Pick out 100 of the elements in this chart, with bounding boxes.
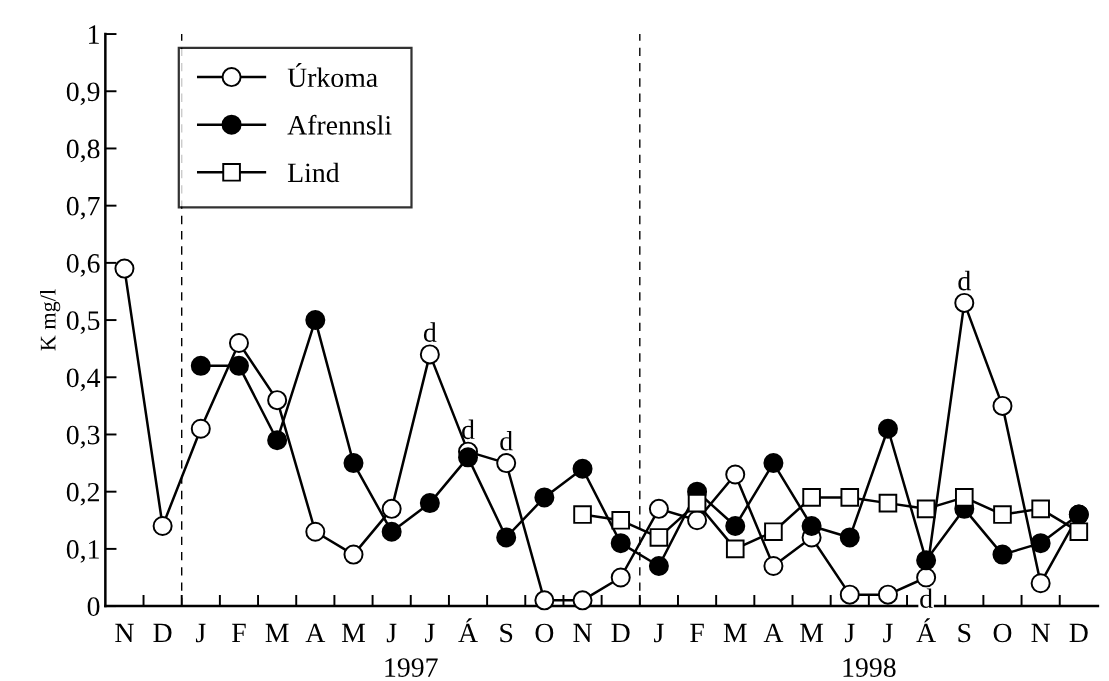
point bbox=[343, 453, 364, 474]
point bbox=[877, 584, 898, 605]
y-tick-label: 0,4 bbox=[66, 368, 101, 392]
x-tick-label: F bbox=[232, 623, 246, 643]
annotation: d bbox=[423, 322, 437, 342]
point bbox=[534, 487, 555, 508]
text: 1997 bbox=[385, 658, 438, 677]
point bbox=[305, 310, 326, 331]
point bbox=[802, 488, 821, 507]
point bbox=[190, 355, 211, 376]
point bbox=[572, 590, 593, 611]
x-tick-label: N bbox=[573, 623, 592, 643]
point bbox=[916, 550, 937, 571]
point bbox=[725, 516, 746, 536]
y-tick-label: 0,1 bbox=[66, 540, 99, 563]
point bbox=[687, 493, 707, 513]
legend-label: Úrkoma bbox=[287, 63, 378, 88]
annotation: d bbox=[958, 270, 971, 291]
point bbox=[228, 332, 249, 353]
annotation: d bbox=[462, 419, 475, 440]
point bbox=[725, 464, 746, 485]
point bbox=[458, 447, 479, 468]
y-tick-label: 0 bbox=[87, 597, 100, 616]
point bbox=[1069, 522, 1089, 542]
x-tick-label: Á bbox=[458, 618, 478, 643]
point bbox=[916, 567, 937, 588]
point bbox=[763, 556, 784, 577]
point bbox=[496, 453, 517, 474]
point bbox=[496, 527, 517, 548]
x-tick-label: M bbox=[341, 623, 366, 643]
x-tick-label: F bbox=[690, 623, 704, 643]
point bbox=[381, 521, 402, 542]
point bbox=[573, 505, 592, 524]
y-tick-label: 1 bbox=[89, 25, 99, 44]
annotation: d bbox=[920, 588, 933, 609]
x-tick-label: D bbox=[153, 623, 172, 643]
y-axis-title: K mg/l bbox=[40, 289, 61, 351]
point bbox=[725, 539, 745, 559]
point bbox=[840, 488, 860, 507]
x-tick-label: J bbox=[195, 623, 206, 643]
point bbox=[993, 505, 1012, 524]
x-tick-label: J bbox=[844, 623, 855, 643]
point bbox=[1030, 573, 1051, 594]
x-tick-label: O bbox=[993, 623, 1012, 643]
point bbox=[916, 499, 936, 519]
annotation: d bbox=[500, 431, 513, 451]
x-tick-label: N bbox=[1031, 623, 1051, 643]
point bbox=[992, 395, 1013, 416]
point bbox=[763, 453, 784, 474]
y-tick-label: 0,7 bbox=[66, 196, 100, 220]
point bbox=[610, 567, 631, 588]
x-tick-label: S bbox=[500, 623, 513, 643]
y-tick-label: 0,6 bbox=[66, 254, 100, 277]
x-tick-label: M bbox=[723, 623, 747, 643]
x-tick-label: A bbox=[305, 623, 326, 643]
y-tick-label: 0,2 bbox=[66, 482, 99, 506]
y-tick-label: 0,3 bbox=[66, 425, 100, 449]
point bbox=[611, 510, 631, 530]
x-tick-label: J bbox=[425, 623, 435, 643]
point bbox=[190, 418, 211, 439]
point bbox=[877, 418, 898, 439]
point bbox=[572, 458, 593, 479]
y-tick-label: 0,8 bbox=[66, 139, 100, 163]
point bbox=[1031, 499, 1050, 519]
point bbox=[839, 584, 860, 605]
text: 1998 bbox=[843, 658, 896, 677]
point bbox=[305, 521, 326, 542]
x-tick-label: M bbox=[800, 623, 824, 643]
point bbox=[1030, 533, 1051, 554]
point bbox=[649, 528, 669, 547]
x-tick-label: D bbox=[611, 623, 630, 643]
point bbox=[267, 430, 288, 451]
x-tick-label: J bbox=[883, 623, 893, 643]
point bbox=[610, 533, 631, 554]
point bbox=[152, 516, 173, 536]
point bbox=[228, 355, 249, 376]
point bbox=[878, 493, 898, 513]
x-tick-label: O bbox=[535, 623, 554, 643]
y-tick-label: 0,9 bbox=[66, 82, 100, 106]
point bbox=[764, 522, 783, 542]
point bbox=[419, 493, 440, 514]
point bbox=[839, 527, 860, 548]
x-tick-label: M bbox=[265, 623, 289, 643]
x-tick-label: D bbox=[1069, 623, 1088, 643]
point bbox=[687, 510, 708, 531]
y-tick-label: 0,5 bbox=[66, 311, 100, 334]
x-tick-label: J bbox=[654, 623, 664, 643]
point bbox=[419, 344, 440, 365]
point bbox=[954, 292, 975, 313]
x-tick-label: N bbox=[115, 623, 134, 643]
legend-label: Afrennsli bbox=[287, 114, 392, 135]
x-tick-label: A bbox=[763, 623, 784, 643]
legend-label: Lind bbox=[287, 162, 340, 183]
point bbox=[954, 488, 974, 507]
point bbox=[648, 556, 669, 577]
point bbox=[992, 544, 1013, 565]
x-tick-label: S bbox=[958, 623, 971, 643]
point bbox=[343, 544, 364, 565]
point bbox=[648, 498, 669, 519]
x-tick-label: Á bbox=[916, 618, 936, 643]
